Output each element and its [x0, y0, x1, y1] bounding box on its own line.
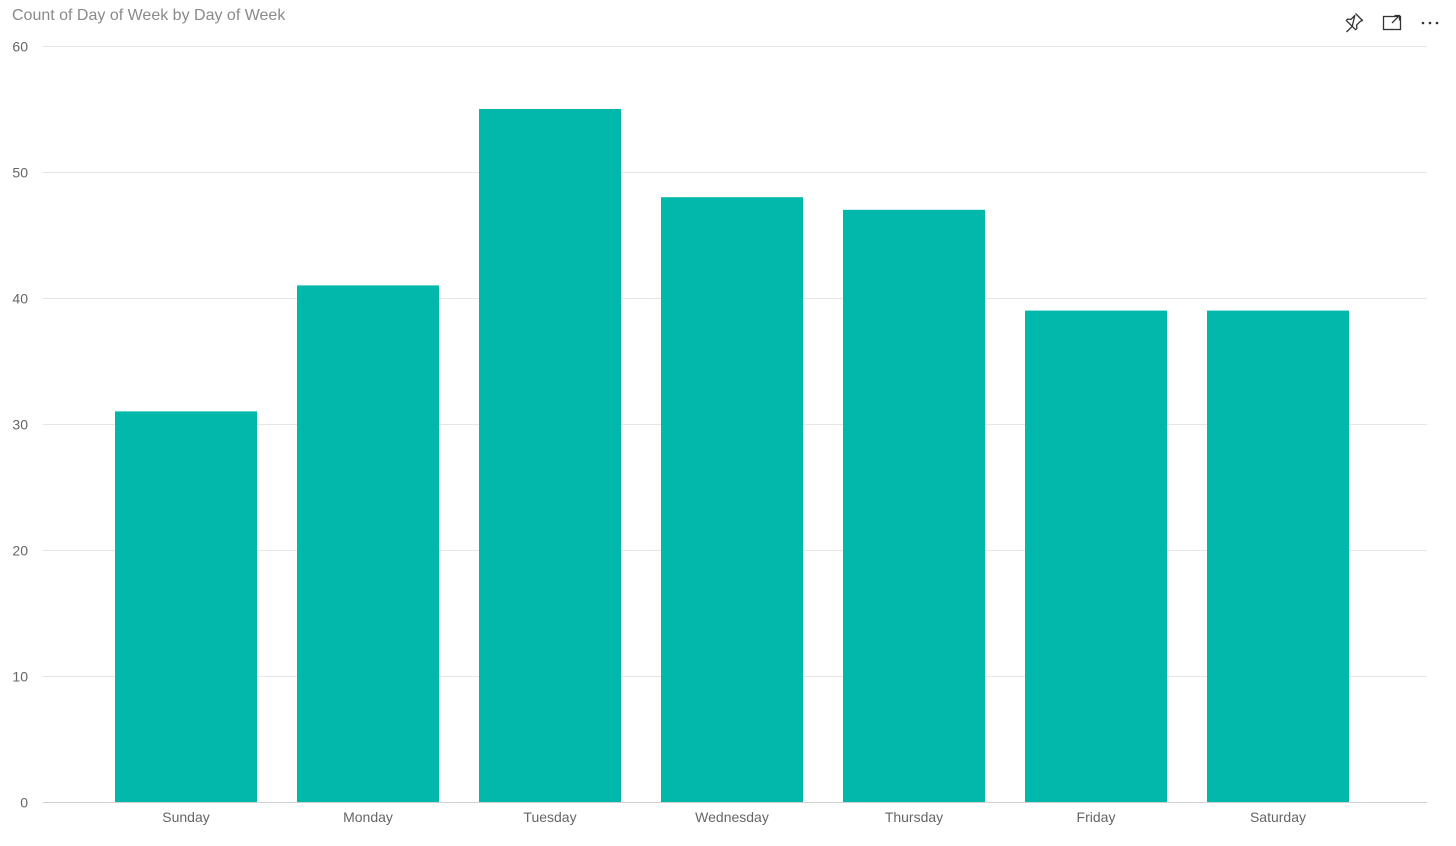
chart-title: Count of Day of Week by Day of Week — [12, 7, 286, 24]
x-tick-label: Tuesday — [523, 809, 576, 825]
bar-tuesday[interactable] — [479, 109, 621, 802]
bar-sunday[interactable] — [115, 411, 257, 802]
y-tick-label: 0 — [20, 795, 28, 811]
pin-visual-button[interactable] — [1342, 10, 1366, 34]
x-tick-label: Monday — [343, 809, 393, 825]
more-options-button[interactable] — [1418, 10, 1442, 34]
y-tick-label: 10 — [12, 669, 28, 685]
pin-icon — [1345, 13, 1364, 33]
more-options-icon — [1421, 21, 1439, 25]
focus-mode-button[interactable] — [1380, 10, 1404, 34]
x-tick-label: Sunday — [162, 809, 209, 825]
y-tick-label: 30 — [12, 417, 28, 433]
x-tick-label: Thursday — [885, 809, 943, 825]
focus-mode-icon — [1382, 14, 1402, 31]
visual-header-actions — [1342, 10, 1442, 34]
x-tick-label: Wednesday — [695, 809, 769, 825]
bar-wednesday[interactable] — [661, 197, 803, 802]
y-tick-label: 20 — [12, 543, 28, 559]
bar-monday[interactable] — [297, 285, 439, 802]
y-tick-label: 40 — [12, 291, 28, 307]
x-tick-label: Saturday — [1250, 809, 1306, 825]
y-tick-label: 60 — [12, 39, 28, 55]
bar-saturday[interactable] — [1207, 310, 1349, 802]
bar-thursday[interactable] — [843, 209, 985, 803]
x-tick-label: Friday — [1077, 809, 1116, 825]
y-tick-label: 50 — [12, 165, 28, 181]
bar-friday[interactable] — [1025, 310, 1167, 802]
